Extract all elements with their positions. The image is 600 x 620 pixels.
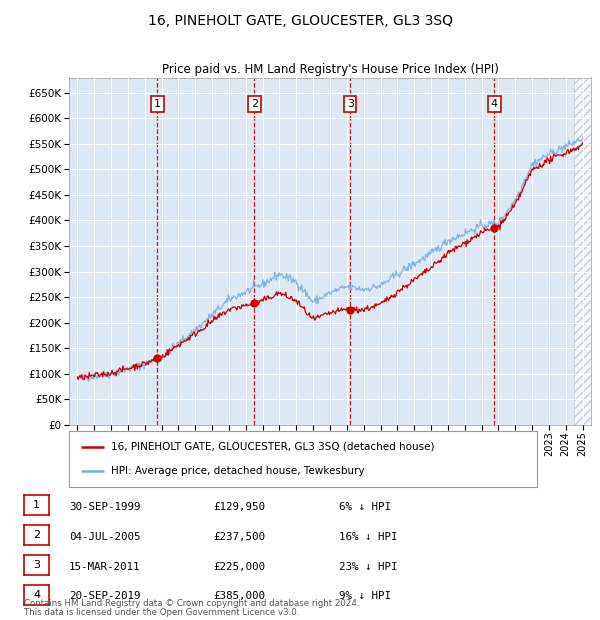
Text: 4: 4 [33, 590, 40, 600]
Text: 16% ↓ HPI: 16% ↓ HPI [339, 532, 397, 542]
Text: HPI: Average price, detached house, Tewkesbury: HPI: Average price, detached house, Tewk… [111, 466, 365, 476]
Text: £129,950: £129,950 [213, 502, 265, 512]
Text: 3: 3 [347, 99, 354, 109]
Text: £385,000: £385,000 [213, 591, 265, 601]
Text: 1: 1 [154, 99, 161, 109]
Text: 04-JUL-2005: 04-JUL-2005 [69, 532, 140, 542]
Text: 15-MAR-2011: 15-MAR-2011 [69, 562, 140, 572]
Text: 30-SEP-1999: 30-SEP-1999 [69, 502, 140, 512]
Text: 3: 3 [33, 560, 40, 570]
Text: £225,000: £225,000 [213, 562, 265, 572]
Text: 16, PINEHOLT GATE, GLOUCESTER, GL3 3SQ (detached house): 16, PINEHOLT GATE, GLOUCESTER, GL3 3SQ (… [111, 441, 434, 451]
Text: Contains HM Land Registry data © Crown copyright and database right 2024.: Contains HM Land Registry data © Crown c… [24, 600, 359, 608]
Text: 20-SEP-2019: 20-SEP-2019 [69, 591, 140, 601]
Text: This data is licensed under the Open Government Licence v3.0.: This data is licensed under the Open Gov… [24, 608, 299, 617]
Text: 1: 1 [33, 500, 40, 510]
Bar [574, 78, 591, 425]
Text: £237,500: £237,500 [213, 532, 265, 542]
Text: 2: 2 [33, 530, 40, 540]
Text: 4: 4 [491, 99, 498, 109]
Text: 6% ↓ HPI: 6% ↓ HPI [339, 502, 391, 512]
Text: 16, PINEHOLT GATE, GLOUCESTER, GL3 3SQ: 16, PINEHOLT GATE, GLOUCESTER, GL3 3SQ [148, 14, 452, 28]
Text: 2: 2 [251, 99, 258, 109]
Title: Price paid vs. HM Land Registry's House Price Index (HPI): Price paid vs. HM Land Registry's House … [161, 63, 499, 76]
Text: 9% ↓ HPI: 9% ↓ HPI [339, 591, 391, 601]
Text: 23% ↓ HPI: 23% ↓ HPI [339, 562, 397, 572]
